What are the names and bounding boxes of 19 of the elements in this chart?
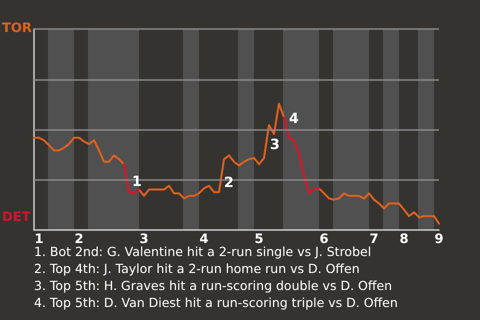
text: 1. Bot 2nd: G. Valentine hit a 2-run single vs J. Strobel <box>34 244 372 259</box>
annotation: 1 <box>132 174 142 190</box>
text: 3. Top 5th: H. Graves hit a run-scoring double vs D. Offen <box>34 278 392 293</box>
x-tick-label: 7 <box>369 232 379 247</box>
annotation: 4 <box>289 111 299 127</box>
annotation: 3 <box>270 137 280 153</box>
text: DET <box>2 210 31 225</box>
x-tick-label: 2 <box>74 232 84 247</box>
text: 4. Top 5th: D. Van Diest hit a run-scoring triple vs D. Offen <box>34 295 398 310</box>
x-tick-label: 8 <box>399 232 409 247</box>
x-tick-label: 1 <box>34 232 44 247</box>
x-tick-label: 3 <box>139 232 149 247</box>
x-tick-label: 9 <box>434 232 444 247</box>
x-tick-label: 6 <box>319 232 329 247</box>
annotation: 2 <box>224 175 234 191</box>
x-tick-label: 5 <box>254 232 264 247</box>
text: TOR <box>2 21 32 36</box>
text: 2. Top 4th: J. Taylor hit a 2-run home run vs D. Offen <box>34 261 360 276</box>
x-tick-label: 4 <box>199 232 209 247</box>
